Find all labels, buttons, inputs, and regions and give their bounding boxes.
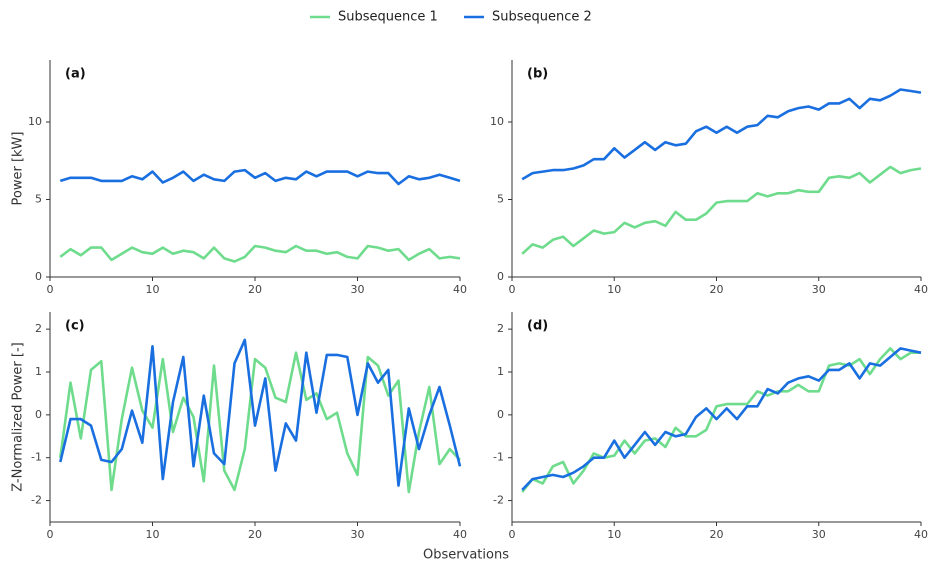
series-line <box>521 88 922 181</box>
x-tick-label: 10 <box>607 283 621 296</box>
x-tick-label: 0 <box>509 528 516 541</box>
x-tick-label: 30 <box>812 528 826 541</box>
y-tick-label: -2 <box>31 494 42 507</box>
y-tick-label: 0 <box>35 270 42 283</box>
x-tick-label: 10 <box>146 283 160 296</box>
panel-label: (b) <box>527 67 548 82</box>
y-axis-label: Power [kW] <box>11 132 26 206</box>
x-tick-label: 10 <box>607 528 621 541</box>
y-tick-label: 1 <box>497 365 504 378</box>
y-tick-label: -1 <box>493 451 504 464</box>
x-tick-label: 40 <box>453 283 467 296</box>
y-tick-label: 0 <box>497 408 504 421</box>
y-tick-label: 2 <box>35 322 42 335</box>
series-line <box>521 347 921 493</box>
x-tick-label: 0 <box>47 528 54 541</box>
series-line <box>59 338 462 487</box>
x-tick-label: 10 <box>146 528 160 541</box>
y-tick-label: -1 <box>31 451 42 464</box>
x-tick-label: 20 <box>248 283 262 296</box>
y-tick-label: 10 <box>28 115 42 128</box>
y-tick-label: 1 <box>35 365 42 378</box>
y-tick-label: 10 <box>490 115 504 128</box>
x-tick-label: 30 <box>351 283 365 296</box>
x-tick-label: 20 <box>248 528 262 541</box>
x-tick-label: 0 <box>47 283 54 296</box>
panel-label: (c) <box>65 319 85 334</box>
y-tick-label: -2 <box>493 494 504 507</box>
y-tick-label: 5 <box>497 193 504 206</box>
x-tick-label: 30 <box>351 528 365 541</box>
y-tick-label: 0 <box>497 270 504 283</box>
series-line <box>59 168 461 186</box>
x-tick-label: 0 <box>509 283 516 296</box>
series-line <box>59 244 461 263</box>
legend-label: Subsequence 2 <box>492 10 592 25</box>
x-tick-label: 40 <box>914 528 928 541</box>
x-tick-label: 20 <box>710 283 724 296</box>
y-tick-label: 2 <box>497 322 504 335</box>
x-axis-label: Observations <box>423 548 509 563</box>
legend-label: Subsequence 1 <box>338 10 438 25</box>
panel-label: (a) <box>65 67 86 82</box>
series-line <box>59 351 461 494</box>
x-tick-label: 20 <box>710 528 724 541</box>
series-line <box>521 165 922 255</box>
x-tick-label: 40 <box>914 283 928 296</box>
series-line <box>521 347 922 491</box>
y-tick-label: 5 <box>35 193 42 206</box>
panel-label: (d) <box>527 319 548 334</box>
y-axis-label: Z-Normalized Power [-] <box>11 342 26 492</box>
x-tick-label: 30 <box>812 283 826 296</box>
x-tick-label: 40 <box>453 528 467 541</box>
y-tick-label: 0 <box>35 408 42 421</box>
